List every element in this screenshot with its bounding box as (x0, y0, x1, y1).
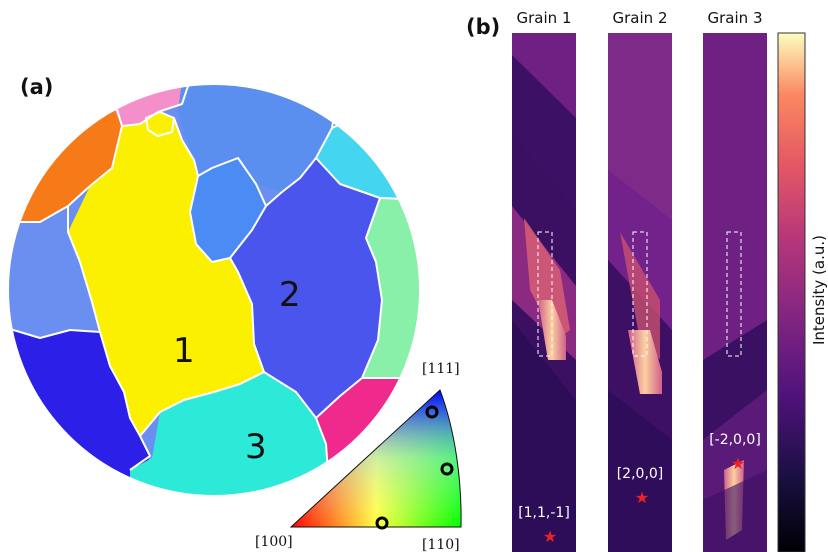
hkl-label-grain2: [2,0,0] (617, 466, 664, 482)
grain-1 (68, 112, 264, 436)
hkl-label-grain3: [-2,0,0] (709, 432, 761, 448)
ipf-color-key: [100] [110] [111] (255, 361, 462, 552)
ipf-marker-grain3 (440, 462, 454, 476)
grain-label-1: 1 (173, 331, 195, 371)
colorbar-label: Intensity (a.u.) (810, 235, 828, 345)
star-marker-grain1: ★ (543, 527, 557, 546)
intensity-colorbar: Intensity (a.u.) (777, 32, 828, 552)
ipf-label-110: [110] (422, 537, 460, 552)
panel-a-label: (a) (20, 75, 53, 99)
grain-map (8, 84, 420, 496)
column-title-grain1: Grain 1 (517, 9, 572, 27)
diffraction-column-grain2: Grain 2 [2,0,0] ★ (608, 9, 672, 552)
hkl-label-grain1: [1,1,-1] (518, 505, 570, 521)
ipf-label-111: [111] (422, 361, 460, 377)
grain-light-blue (178, 84, 340, 192)
star-marker-grain2: ★ (635, 488, 649, 507)
roi-box-grain1 (537, 231, 553, 357)
grain-label-3: 3 (245, 427, 267, 467)
roi-box-grain3 (726, 231, 742, 357)
grain-label-2: 2 (279, 275, 301, 315)
diffraction-column-grain1: Grain 1 [1,1,-1] ★ (512, 9, 576, 552)
roi-box-grain2 (632, 231, 648, 357)
column-title-grain3: Grain 3 (708, 9, 763, 27)
column-title-grain2: Grain 2 (613, 9, 668, 27)
grain-boundaries (8, 84, 420, 496)
grain-map-outline (7, 83, 421, 497)
grain-3 (130, 372, 330, 496)
ipf-marker-grain1 (375, 516, 389, 530)
star-marker-grain3: ★ (731, 454, 745, 473)
panel-b-label: (b) (466, 15, 500, 39)
ipf-marker-grain2 (425, 405, 439, 419)
grain-2 (230, 158, 382, 418)
ipf-label-100: [100] (255, 534, 293, 550)
diffraction-column-grain3: Grain 3 [-2,0,0] ★ (703, 9, 767, 552)
